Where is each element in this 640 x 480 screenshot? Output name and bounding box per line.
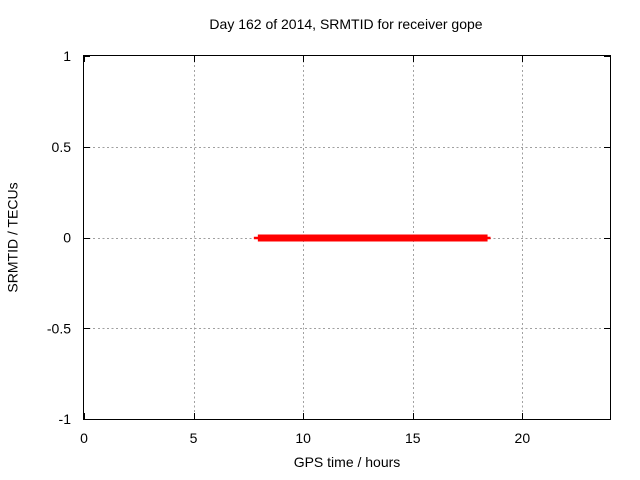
x-tick-label: 5	[190, 430, 198, 446]
x-tick-label: 15	[405, 430, 421, 446]
axes	[83, 55, 611, 420]
tick-labels: 0 5 10 15 20 -1 -0.5 0 0.5 1	[47, 48, 530, 446]
x-tick-label: 0	[80, 430, 88, 446]
chart-title: Day 162 of 2014, SRMTID for receiver gop…	[209, 16, 482, 32]
x-tick-label: 20	[515, 430, 531, 446]
x-axis-label: GPS time / hours	[294, 454, 401, 470]
y-axis-label: SRMTID / TECUs	[5, 182, 21, 292]
gridlines	[84, 56, 610, 419]
y-tick-label: -1	[59, 411, 72, 427]
y-tick-label: 0.5	[52, 139, 72, 155]
x-tick-label: 10	[295, 430, 311, 446]
y-tick-label: 0	[63, 230, 71, 246]
y-tick-label: -0.5	[47, 320, 71, 336]
y-tick-label: 1	[63, 48, 71, 64]
plot-border	[83, 55, 611, 420]
